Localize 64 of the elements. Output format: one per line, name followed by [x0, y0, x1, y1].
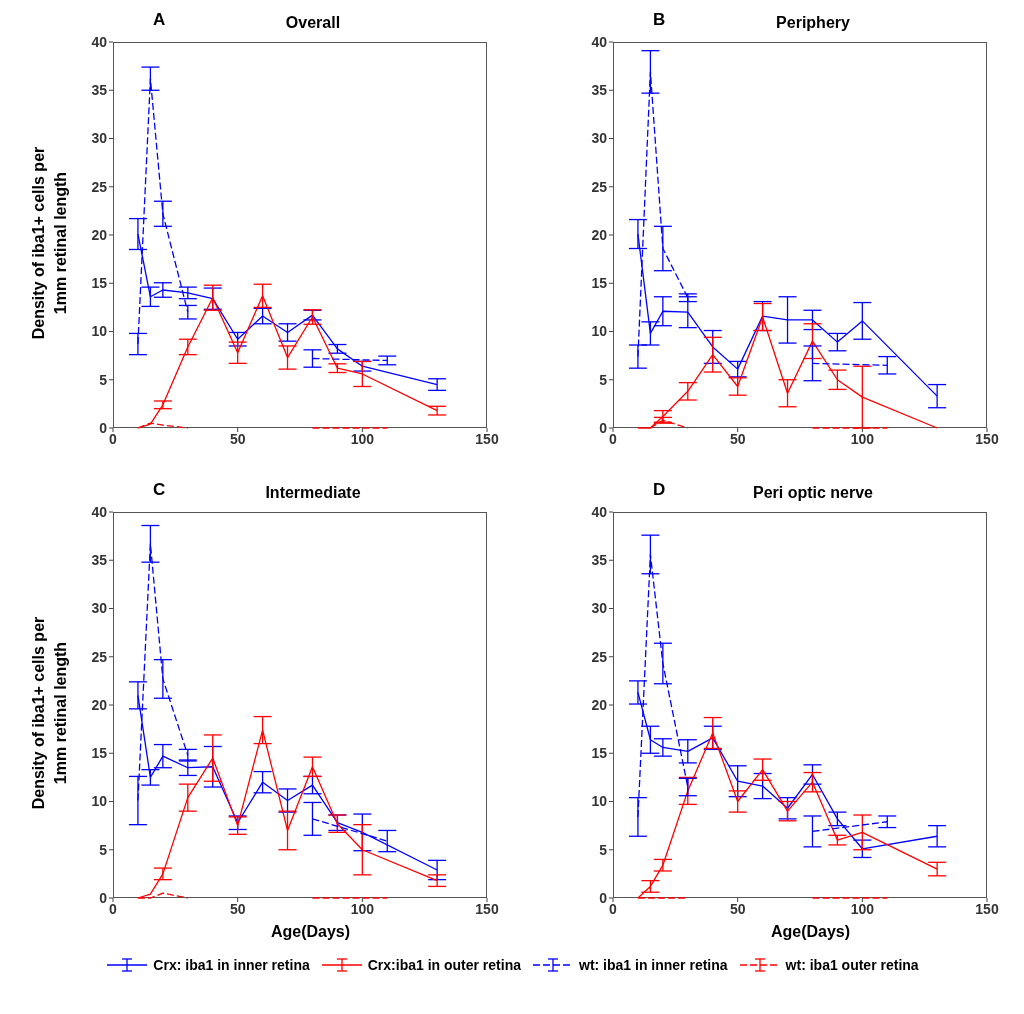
y-tick-label: 30 — [91, 130, 108, 147]
y-tick-label: 15 — [91, 745, 108, 762]
y-tick-label: 10 — [591, 323, 608, 340]
x-tick-label: 100 — [850, 430, 875, 447]
x-tick-label: 50 — [729, 430, 746, 447]
y-tick-label: 35 — [591, 552, 608, 569]
x-tick-label: 150 — [975, 430, 999, 447]
x-tick-label: 50 — [729, 900, 746, 917]
y-tick-label: 25 — [91, 648, 108, 665]
x-tick-label: 100 — [350, 900, 375, 917]
y-tick-label: 20 — [591, 696, 608, 713]
x-tick-label: 100 — [350, 430, 375, 447]
x-tick-label: 100 — [850, 900, 875, 917]
x-axis-title: Age(Days) — [269, 923, 352, 941]
chart-title: Intermediate — [265, 484, 361, 501]
y-tick-label: 0 — [599, 889, 608, 906]
y-tick-label: 20 — [91, 226, 108, 243]
y-tick-label: 20 — [591, 226, 608, 243]
y-axis-title: Density of iba1+ cells per 1mm retinal length — [29, 145, 70, 342]
y-tick-label: 5 — [99, 841, 108, 858]
chart-title: Peri optic nerve — [752, 484, 874, 501]
x-tick-label: 50 — [229, 900, 246, 917]
y-tick-label: 25 — [591, 648, 608, 665]
y-tick-label: 0 — [599, 419, 608, 436]
y-tick-label: 40 — [591, 33, 608, 50]
y-tick-label: 25 — [591, 178, 608, 195]
y-tick-label: 0 — [99, 419, 108, 436]
legend-label: wt: iba1 in inner retina — [579, 957, 728, 973]
x-tick-label: 150 — [975, 900, 999, 917]
y-tick-label: 10 — [91, 323, 108, 340]
text: B — [653, 10, 666, 30]
y-tick-label: 5 — [99, 371, 108, 388]
y-tick-label: 35 — [91, 82, 108, 99]
legend-label: Crx:iba1 in outer retina — [367, 957, 521, 973]
y-tick-label: 30 — [91, 600, 108, 617]
x-tick-label: 150 — [475, 430, 499, 447]
y-tick-label: 40 — [591, 503, 608, 520]
chart-title: Periphery — [776, 14, 850, 31]
text: D — [653, 480, 666, 500]
y-tick-label: 25 — [91, 178, 108, 195]
y-tick-label: 35 — [591, 82, 608, 99]
y-tick-label: 30 — [591, 130, 608, 147]
y-tick-label: 0 — [99, 889, 108, 906]
y-tick-label: 20 — [91, 696, 108, 713]
legend-label: Crx: iba1 in inner retina — [153, 957, 310, 973]
y-tick-label: 30 — [591, 600, 608, 617]
y-axis-title: Density of iba1+ cells per 1mm retinal length — [29, 615, 70, 812]
y-tick-label: 5 — [599, 841, 608, 858]
y-tick-label: 15 — [91, 275, 108, 292]
y-tick-label: 10 — [91, 793, 108, 810]
y-tick-label: 40 — [91, 503, 108, 520]
text: C — [153, 480, 166, 500]
x-tick-label: 50 — [229, 430, 246, 447]
y-tick-label: 15 — [591, 275, 608, 292]
legend-label: wt: iba1 outer retina — [785, 957, 919, 973]
chart-title: Overall — [285, 14, 341, 31]
x-tick-label: 150 — [475, 900, 499, 917]
y-tick-label: 15 — [591, 745, 608, 762]
y-tick-label: 10 — [591, 793, 608, 810]
y-tick-label: 35 — [91, 552, 108, 569]
y-tick-label: 40 — [91, 33, 108, 50]
y-tick-label: 5 — [599, 371, 608, 388]
text: A — [153, 10, 166, 30]
x-axis-title: Age(Days) — [769, 923, 852, 941]
